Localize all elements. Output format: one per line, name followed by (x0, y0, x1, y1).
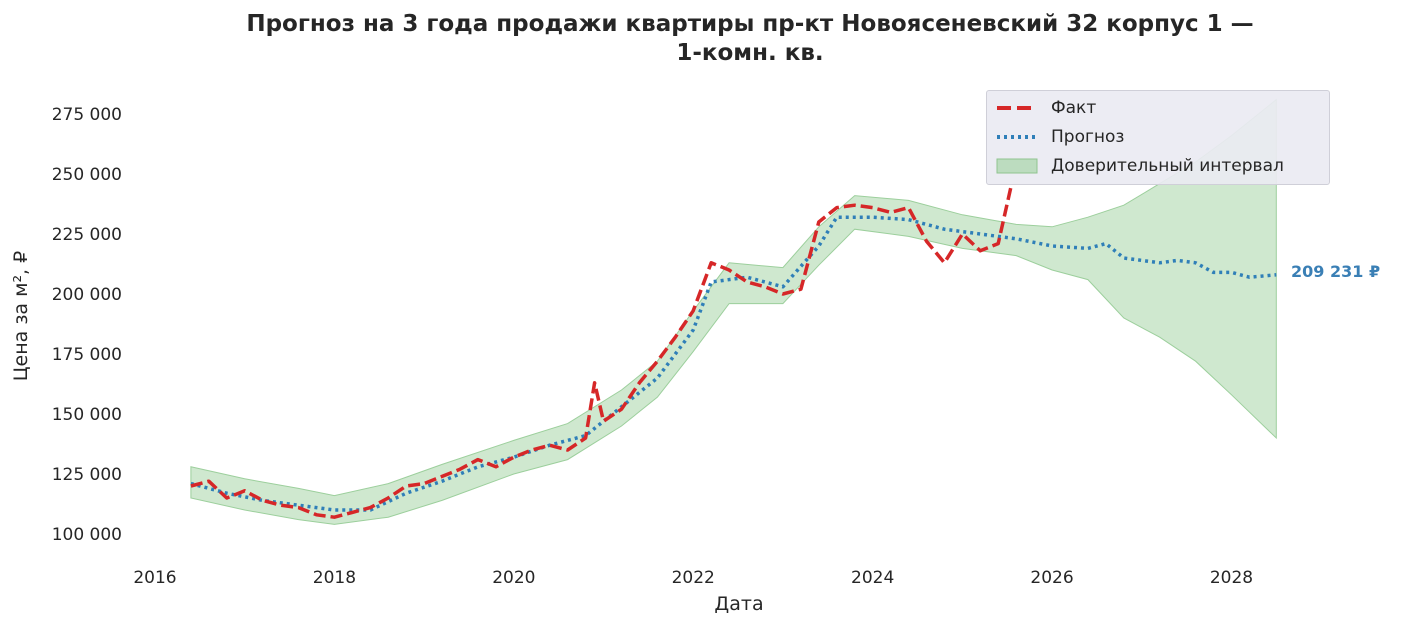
x-tick-label: 2026 (1030, 568, 1073, 588)
series-fact-line (190, 183, 1014, 519)
axis-ticks: 100 000 125 000 150 000 175 000 200 000 225 0… (52, 105, 1253, 588)
legend-label-interval: Доверительный интервал (1051, 156, 1284, 176)
x-tick-label: 2018 (313, 568, 356, 588)
legend-item-interval: Доверительный интервал (995, 153, 1284, 179)
legend: Факт Прогноз Доверительный интервал (986, 90, 1330, 185)
x-tick-label: 2020 (492, 568, 535, 588)
y-tick-label: 150 000 (52, 405, 122, 425)
y-tick-label: 275 000 (52, 105, 122, 125)
x-tick-label: 2028 (1210, 568, 1253, 588)
x-tick-label: 2016 (133, 568, 176, 588)
legend-swatch-fact (997, 106, 1037, 110)
y-tick-label: 125 000 (52, 465, 122, 485)
y-tick-label: 100 000 (52, 525, 122, 545)
x-tick-label: 2024 (851, 568, 894, 588)
legend-label-forecast: Прогноз (1051, 127, 1125, 147)
x-tick-label: 2022 (672, 568, 715, 588)
legend-swatch-forecast (997, 135, 1037, 139)
confidence-interval (190, 98, 1277, 525)
legend-item-fact: Факт (995, 95, 1096, 121)
y-tick-label: 225 000 (52, 225, 122, 245)
series-lines (190, 183, 1277, 519)
legend-item-forecast: Прогноз (995, 124, 1124, 150)
y-tick-label: 175 000 (52, 345, 122, 365)
interval-band (190, 98, 1277, 525)
chart-title: Прогноз на 3 года продажи квартиры пр-кт… (246, 11, 1254, 66)
y-axis-label: Цена за м², ₽ (10, 251, 32, 381)
legend-swatch-interval (996, 158, 1038, 174)
last-forecast-value-label: 209 231 ₽ (1291, 262, 1381, 281)
legend-label-fact: Факт (1051, 98, 1097, 118)
x-axis-label: Дата (714, 593, 763, 615)
y-tick-label: 200 000 (52, 285, 122, 305)
y-tick-label: 250 000 (52, 165, 122, 185)
